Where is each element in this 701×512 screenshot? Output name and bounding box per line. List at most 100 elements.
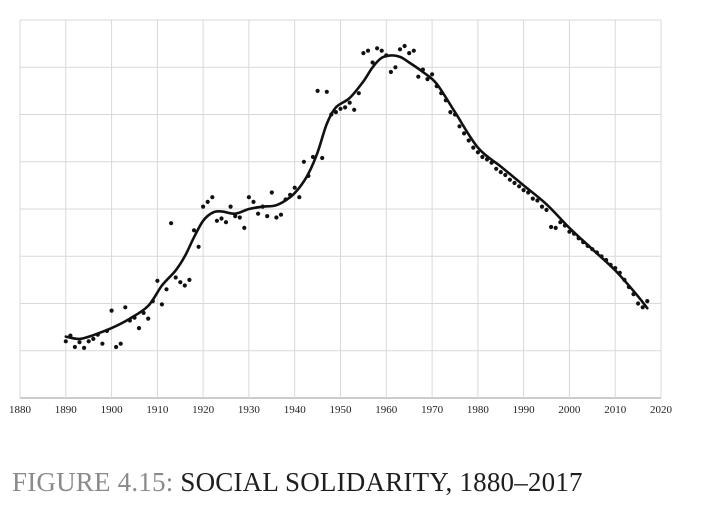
data-point	[452, 112, 458, 117]
data-point	[558, 220, 563, 225]
data-point	[526, 190, 531, 195]
data-point	[356, 91, 361, 96]
data-point	[457, 124, 462, 129]
data-point	[196, 244, 201, 249]
data-point	[636, 301, 641, 306]
data-point	[462, 131, 467, 136]
data-point	[517, 184, 522, 189]
data-point	[306, 173, 311, 178]
data-point	[274, 215, 279, 220]
data-point	[146, 316, 151, 321]
data-point	[288, 192, 293, 197]
x-tick-label: 1880	[9, 404, 32, 416]
data-point	[571, 231, 577, 236]
data-point	[155, 278, 160, 283]
data-point	[503, 172, 508, 178]
data-point	[512, 180, 517, 186]
data-point	[411, 48, 416, 53]
caption-title: SOCIAL SOLIDARITY, 1880–2017	[180, 467, 583, 497]
x-tick-label: 1990	[513, 404, 536, 416]
data-point	[393, 65, 398, 70]
data-point	[352, 107, 357, 112]
data-point	[567, 229, 572, 234]
x-tick-label: 2010	[604, 404, 627, 416]
data-point	[114, 344, 119, 350]
data-point	[343, 105, 348, 110]
data-point	[210, 195, 215, 200]
data-point	[397, 47, 403, 52]
data-point	[443, 98, 448, 103]
data-point	[375, 46, 380, 51]
caption-prefix: FIGURE 4.15:	[12, 467, 181, 497]
data-point	[109, 308, 114, 313]
data-point	[576, 236, 581, 241]
x-tick-label: 1890	[55, 404, 78, 416]
data-point	[384, 53, 389, 58]
data-point	[169, 221, 174, 226]
data-point	[63, 339, 68, 344]
trend-line	[64, 54, 649, 341]
data-point	[164, 287, 169, 292]
data-point	[434, 84, 439, 89]
data-point	[265, 214, 270, 219]
data-point	[292, 185, 297, 190]
data-point	[283, 197, 288, 202]
data-point	[329, 112, 334, 117]
data-point	[150, 299, 155, 304]
data-point	[471, 145, 476, 150]
data-point	[507, 177, 512, 182]
grid	[19, 19, 662, 399]
data-point	[201, 204, 206, 209]
x-tick-label: 1970	[421, 404, 444, 416]
data-point	[297, 195, 302, 200]
data-point	[246, 195, 251, 200]
data-point	[585, 243, 590, 248]
data-point	[562, 223, 568, 228]
data-point	[205, 199, 210, 204]
data-point	[338, 106, 343, 111]
data-point	[123, 305, 128, 310]
x-tick-label: 1900	[101, 404, 124, 416]
data-point	[118, 341, 123, 346]
data-point	[594, 250, 600, 255]
data-point	[278, 212, 284, 217]
data-point	[640, 305, 645, 310]
data-point	[498, 170, 503, 175]
data-point	[95, 332, 100, 337]
data-point	[544, 207, 549, 212]
data-point	[77, 340, 82, 345]
data-point	[631, 292, 636, 297]
data-point	[645, 299, 650, 304]
data-point	[475, 150, 480, 155]
data-point	[191, 228, 197, 233]
data-point	[251, 199, 256, 204]
data-point	[256, 211, 261, 216]
data-point	[315, 88, 320, 93]
figure-caption: FIGURE 4.15: SOCIAL SOLIDARITY, 1880–201…	[12, 466, 701, 498]
x-tick-label: 1980	[467, 404, 490, 416]
data-point	[141, 310, 146, 315]
data-point	[223, 220, 229, 225]
data-point	[219, 216, 224, 221]
data-point	[91, 336, 96, 341]
x-tick-label: 1910	[146, 404, 169, 416]
x-tick-label: 2020	[650, 404, 673, 416]
data-point	[361, 51, 366, 56]
data-point	[416, 74, 421, 79]
data-point	[370, 60, 375, 65]
x-tick-label: 1950	[330, 404, 353, 416]
data-point	[407, 51, 412, 56]
data-point	[159, 302, 164, 307]
data-point	[100, 341, 105, 346]
x-tick-label: 2000	[558, 404, 581, 416]
data-point	[402, 43, 407, 49]
data-point	[365, 48, 371, 53]
data-point	[260, 204, 265, 209]
data-point	[233, 214, 238, 219]
data-point	[494, 166, 499, 171]
x-tick-label: 1920	[192, 404, 215, 416]
data-point	[214, 218, 219, 223]
x-tick-label: 1930	[238, 404, 261, 416]
data-point	[420, 67, 425, 72]
data-point	[539, 204, 545, 209]
